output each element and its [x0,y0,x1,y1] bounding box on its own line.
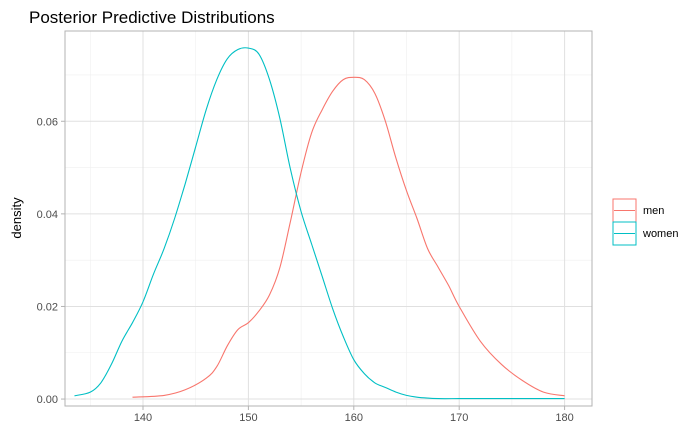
chart-title: Posterior Predictive Distributions [29,8,275,27]
y-axis-title: density [9,197,24,239]
x-tick-label: 140 [134,412,152,424]
legend-label-women: women [642,228,678,240]
y-tick-label: 0.00 [37,394,58,406]
series-layer [74,47,565,400]
legend-label-men: men [643,205,664,217]
y-tick-label: 0.06 [37,116,58,128]
y-axis: 0.00 0.02 0.04 0.06 [37,116,65,406]
series-line-women [74,47,565,400]
x-tick-label: 180 [555,412,573,424]
x-tick-label: 170 [450,412,468,424]
series-line-men [132,76,565,398]
grid [65,31,592,406]
y-tick-label: 0.02 [37,301,58,313]
y-tick-label: 0.04 [37,209,58,221]
x-tick-label: 160 [345,412,363,424]
plot-panel [64,30,593,407]
x-tick-label: 150 [239,412,257,424]
x-axis: 140 150 160 170 180 [134,406,574,424]
legend: men women [612,198,678,246]
